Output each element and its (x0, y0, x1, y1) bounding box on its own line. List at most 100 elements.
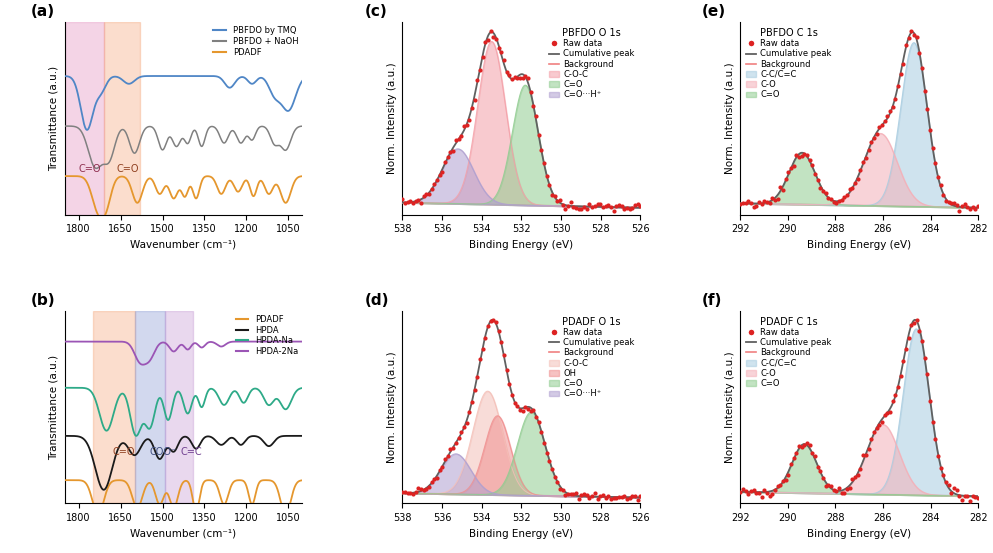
Point (536, 159, 552, 168)
Point (970, 202, 986, 211)
Legend: PBFDO by TMQ, PBFDO + NaOH, PDADF: PBFDO by TMQ, PBFDO + NaOH, PDADF (213, 27, 298, 56)
Point (935, 191, 951, 200)
Point (906, 319, 922, 328)
Point (587, 202, 603, 211)
Point (522, 406, 538, 415)
Point (617, 491, 633, 500)
Point (598, 202, 614, 211)
Point (940, 480, 956, 489)
Point (812, 467, 828, 476)
Point (957, 200, 973, 208)
Point (424, 185, 440, 194)
Point (746, 486, 762, 494)
Text: C=O: C=O (112, 447, 135, 457)
Point (946, 483, 962, 492)
Point (530, 130, 546, 139)
Point (738, 487, 754, 495)
Point (847, 473, 863, 482)
Point (576, 203, 592, 212)
Point (494, 47, 509, 56)
Point (501, 71, 517, 80)
Point (528, 111, 544, 120)
Point (410, 196, 426, 205)
Point (836, 488, 852, 497)
Point (514, 407, 530, 416)
Point (592, 199, 608, 208)
Point (804, 160, 820, 169)
Point (807, 451, 823, 460)
Point (938, 197, 954, 206)
Point (501, 380, 517, 389)
X-axis label: Wavenumber (cm⁻¹): Wavenumber (cm⁻¹) (130, 529, 236, 539)
Point (922, 397, 938, 405)
Point (765, 194, 780, 202)
Point (397, 199, 413, 208)
Point (831, 196, 847, 205)
Point (565, 489, 581, 498)
Point (445, 147, 461, 155)
Point (509, 74, 525, 82)
Point (874, 121, 890, 130)
Point (783, 460, 799, 468)
Point (759, 489, 775, 498)
Point (924, 418, 940, 426)
Point (863, 137, 879, 146)
Text: (b): (b) (31, 293, 56, 308)
Point (584, 492, 600, 500)
Point (796, 441, 812, 450)
Point (954, 202, 970, 211)
Point (600, 201, 616, 210)
Point (767, 195, 782, 204)
Point (842, 483, 858, 492)
Point (930, 173, 946, 181)
Point (793, 443, 809, 452)
Point (416, 486, 432, 495)
Point (408, 488, 424, 497)
Point (418, 190, 434, 199)
Point (582, 199, 598, 208)
Point (568, 204, 584, 212)
Point (847, 179, 863, 187)
Point (959, 203, 975, 212)
Point (448, 135, 464, 144)
Point (815, 187, 831, 196)
Point (517, 71, 533, 80)
Point (775, 186, 790, 195)
Point (443, 147, 459, 156)
Point (600, 492, 616, 500)
Point (541, 457, 557, 466)
Point (609, 201, 625, 210)
Point (826, 486, 842, 495)
Text: (d): (d) (364, 293, 389, 308)
Point (828, 198, 844, 207)
Point (582, 494, 598, 503)
Bar (92, 311, 134, 503)
Point (427, 179, 443, 188)
Point (831, 483, 847, 492)
Point (904, 320, 920, 329)
Point (965, 492, 981, 500)
Point (927, 159, 943, 168)
Point (906, 31, 922, 40)
Point (924, 144, 940, 153)
Point (735, 484, 751, 493)
Point (820, 481, 836, 489)
Point (405, 199, 421, 208)
Point (467, 96, 483, 105)
Point (896, 59, 912, 68)
Point (459, 121, 475, 129)
Point (418, 484, 434, 493)
Point (451, 434, 467, 442)
Point (885, 397, 901, 406)
Point (749, 202, 765, 211)
Y-axis label: Norm. Intensity (a.u.): Norm. Intensity (a.u.) (387, 351, 397, 463)
Point (617, 205, 633, 213)
Point (751, 489, 767, 498)
Point (488, 34, 503, 43)
Point (836, 192, 852, 201)
Point (619, 204, 635, 212)
Point (633, 492, 648, 501)
Point (970, 493, 986, 502)
Point (834, 196, 850, 205)
Point (488, 318, 503, 327)
